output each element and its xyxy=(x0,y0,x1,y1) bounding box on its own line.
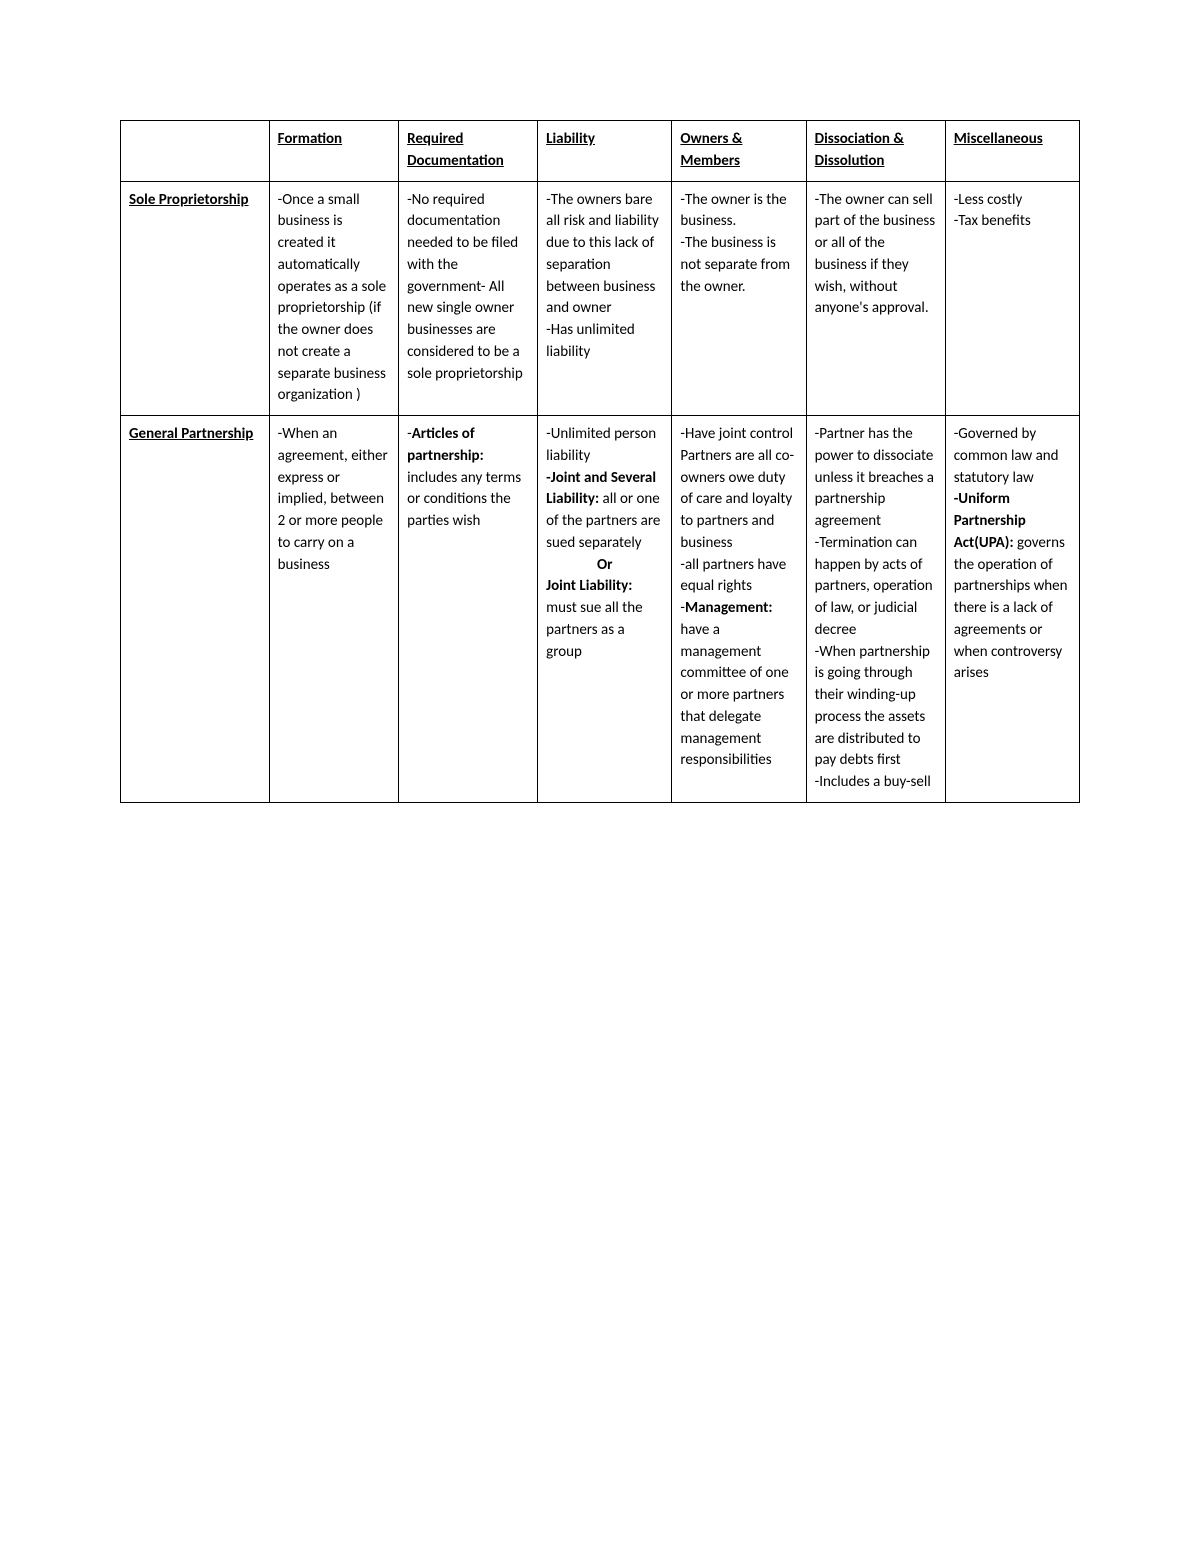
cell-text: -Once a small business is created it aut… xyxy=(278,191,387,405)
cell-text: must sue all the partners as a group xyxy=(546,599,642,661)
header-cell-dissociation: Dissociation & Dissolution xyxy=(806,121,945,182)
cell-misc: -Less costly-Tax benefits xyxy=(945,181,1079,416)
header-label: Required Documentation xyxy=(407,130,504,170)
header-label: Dissociation & Dissolution xyxy=(815,130,904,170)
cell-text: -Unlimited person liability xyxy=(546,425,656,465)
row-sole-proprietorship: Sole Proprietorship -Once a small busine… xyxy=(121,181,1080,416)
cell-documentation: -No required documentation needed to be … xyxy=(399,181,538,416)
header-label: Owners & Members xyxy=(680,130,742,170)
cell-text: -No required documentation needed to be … xyxy=(407,191,523,383)
header-label: Formation xyxy=(278,130,342,148)
header-cell-owners: Owners & Members xyxy=(672,121,806,182)
cell-formation: -Once a small business is created it aut… xyxy=(269,181,398,416)
header-cell-blank xyxy=(121,121,270,182)
cell-dissociation: -The owner can sell part of the business… xyxy=(806,181,945,416)
cell-text: -Governed by common law and statutory la… xyxy=(954,425,1059,487)
row-label: Sole Proprietorship xyxy=(129,191,249,209)
document-page: Formation Required Documentation Liabili… xyxy=(0,0,1200,863)
cell-text: -The owners bare all risk and liability … xyxy=(546,191,659,361)
cell-text: -Less costly-Tax benefits xyxy=(954,191,1031,231)
cell-text: have a management committee of one or mo… xyxy=(680,621,788,770)
header-label: Miscellaneous xyxy=(954,130,1043,148)
row-general-partnership: General Partnership -When an agreement, … xyxy=(121,416,1080,803)
cell-owners: -The owner is the business.-The business… xyxy=(672,181,806,416)
rowlabel-cell: General Partnership xyxy=(121,416,270,803)
cell-text: -The owner is the business.-The business… xyxy=(680,191,790,296)
cell-text-or: Or xyxy=(546,555,663,577)
cell-owners: -Have joint control Partners are all co-… xyxy=(672,416,806,803)
cell-text: -When an agreement, either express or im… xyxy=(278,425,388,574)
cell-formation: -When an agreement, either express or im… xyxy=(269,416,398,803)
rowlabel-cell: Sole Proprietorship xyxy=(121,181,270,416)
cell-text: -Have joint control Partners are all co-… xyxy=(680,425,794,617)
header-cell-formation: Formation xyxy=(269,121,398,182)
header-cell-misc: Miscellaneous xyxy=(945,121,1079,182)
cell-text: -The owner can sell part of the business… xyxy=(815,191,936,318)
cell-text: -Partner has the power to dissociate unl… xyxy=(815,425,934,791)
cell-text-bold: Joint Liability: xyxy=(546,577,632,595)
cell-text-bold: Articles of partnership: xyxy=(407,425,484,465)
cell-text: governs the operation of partnerships wh… xyxy=(954,534,1068,683)
cell-text: includes any terms or conditions the par… xyxy=(407,469,521,531)
business-entity-table: Formation Required Documentation Liabili… xyxy=(120,120,1080,803)
header-label: Liability xyxy=(546,130,595,148)
header-cell-documentation: Required Documentation xyxy=(399,121,538,182)
row-label: General Partnership xyxy=(129,425,253,443)
cell-liability: -The owners bare all risk and liability … xyxy=(538,181,672,416)
cell-documentation: -Articles of partnership: includes any t… xyxy=(399,416,538,803)
header-row: Formation Required Documentation Liabili… xyxy=(121,121,1080,182)
header-cell-liability: Liability xyxy=(538,121,672,182)
cell-dissociation: -Partner has the power to dissociate unl… xyxy=(806,416,945,803)
cell-misc: -Governed by common law and statutory la… xyxy=(945,416,1079,803)
cell-liability: -Unlimited person liability-Joint and Se… xyxy=(538,416,672,803)
cell-text-bold: Management: xyxy=(685,599,772,617)
